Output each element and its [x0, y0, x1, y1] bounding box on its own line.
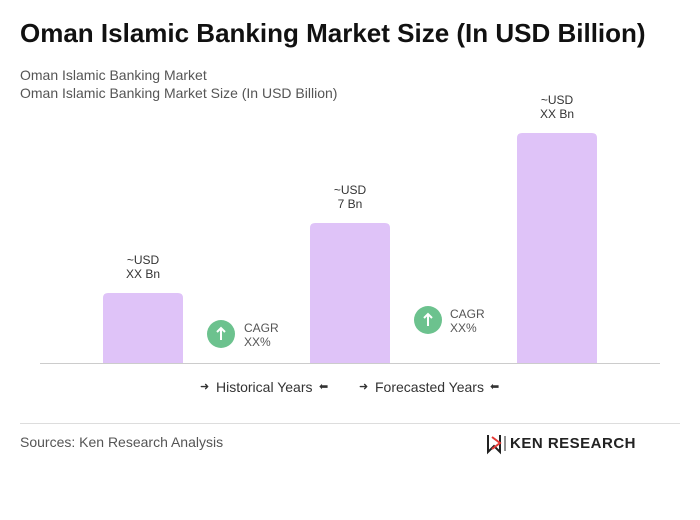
- subtitle: Oman Islamic Banking Market Size (In USD…: [20, 85, 338, 101]
- cagr-label: CAGR XX%: [244, 321, 279, 349]
- value-label: ~USD 7 Bn: [333, 183, 367, 211]
- value-label: ~USD XX Bn: [125, 253, 161, 281]
- value-label: ~USD XX Bn: [539, 93, 575, 121]
- legend-arrow: ➜: [359, 381, 369, 393]
- legend-entry: Historical Years: [216, 379, 313, 395]
- bar: [517, 133, 597, 363]
- legend-arrow: ➜: [200, 381, 210, 393]
- subtitle: Oman Islamic Banking Market: [20, 67, 207, 83]
- logo-text: KEN RESEARCH: [510, 435, 637, 452]
- logo-icon: [487, 435, 506, 455]
- bar: [103, 293, 183, 363]
- legend-arrow: ⬅: [319, 381, 329, 393]
- legend-arrow: ⬅: [490, 381, 500, 393]
- bar: [310, 223, 390, 363]
- source: Sources: Ken Research Analysis: [20, 434, 224, 450]
- cagr-icon: [414, 306, 442, 334]
- chart-title: Oman Islamic Banking Market Size (In USD…: [20, 18, 646, 48]
- cagr-label: CAGR XX%: [450, 307, 485, 335]
- cagr-icon: [207, 320, 235, 348]
- legend-entry: Forecasted Years: [375, 379, 484, 395]
